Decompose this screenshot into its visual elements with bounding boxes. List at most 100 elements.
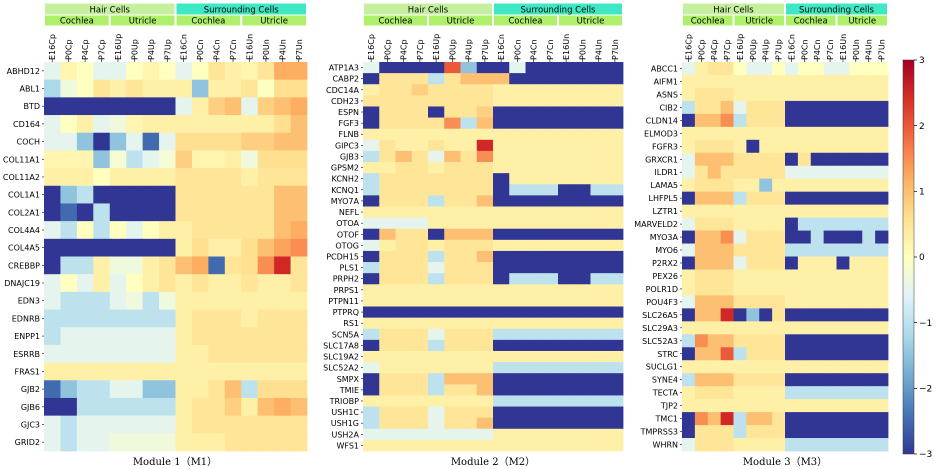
heatmap-cell: [541, 239, 559, 252]
heatmap-cell: [574, 384, 591, 396]
heatmap-cell: [142, 344, 160, 363]
heatmap-cell: [746, 204, 760, 218]
heatmap-cell: [208, 274, 226, 293]
heatmap-cell: [191, 79, 209, 98]
heatmap-cell: [823, 139, 837, 154]
heatmap-cell: [797, 412, 812, 426]
heatmap-cell: [574, 62, 591, 74]
heatmap-cell: [574, 328, 591, 341]
heatmap-cell: [175, 79, 193, 98]
heatmap-cell: [606, 350, 624, 363]
heatmap-cell: [733, 139, 747, 154]
row-label: ASNS: [656, 90, 678, 99]
heatmap-cell: [682, 74, 696, 89]
heatmap-cell: [274, 433, 291, 452]
heatmap-cell: [379, 317, 396, 330]
heatmap-cell: [257, 221, 275, 240]
heatmap-cell: [175, 344, 193, 363]
heatmap-cell: [460, 162, 478, 174]
heatmap-cell: [411, 284, 429, 296]
heatmap-cell: [733, 126, 747, 141]
heatmap-cell: [720, 373, 734, 387]
heatmap-cell: [558, 417, 575, 430]
heatmap-cell: [76, 203, 94, 222]
heatmap-cell: [363, 284, 380, 296]
heatmap-cell: [525, 395, 543, 407]
heatmap-cell: [875, 334, 889, 348]
heatmap-cell: [606, 395, 624, 407]
heatmap-cell: [558, 350, 575, 363]
heatmap-cell: [290, 362, 308, 381]
heatmap-cell: [476, 206, 494, 218]
heatmap-cell: [759, 256, 773, 270]
heatmap-cell: [797, 256, 812, 270]
heatmap-cell: [785, 217, 799, 231]
heatmap-cell: [759, 74, 773, 89]
heatmap-cell: [720, 308, 734, 322]
heatmap-cell: [379, 173, 396, 185]
heatmap-cell: [60, 415, 78, 434]
heatmap-cell: [797, 230, 812, 244]
heatmap-cell: [797, 321, 812, 335]
heatmap-cell: [875, 113, 889, 128]
heatmap-cell: [175, 380, 193, 399]
heatmap-cell: [224, 380, 242, 399]
heatmap-cell: [772, 386, 786, 400]
heatmap-cell: [875, 295, 889, 309]
heatmap-cell: [379, 306, 396, 319]
heatmap-cell: [733, 87, 747, 102]
heatmap-cell: [509, 206, 526, 218]
heatmap-cell: [772, 438, 786, 452]
heatmap-cell: [109, 238, 127, 257]
heatmap-cell: [733, 113, 747, 128]
row-label: ELMOD3: [644, 129, 678, 138]
heatmap-cell: [411, 317, 429, 330]
heatmap-cell: [525, 95, 543, 107]
heatmap-cell: [746, 425, 760, 439]
row-label: FGF3: [339, 119, 360, 128]
heatmap-cell: [363, 350, 380, 363]
heatmap-cell: [733, 152, 747, 167]
heatmap-cell: [241, 221, 259, 240]
heatmap-cell: [574, 95, 591, 107]
heatmap-cell: [541, 162, 559, 174]
heatmap-cell: [126, 397, 144, 417]
heatmap-cell: [823, 113, 837, 128]
heatmap-cell: [191, 203, 209, 222]
heatmap-cell: [93, 309, 111, 328]
heatmap-cell: [772, 256, 786, 270]
heatmap-cell: [76, 79, 94, 98]
group-bar-utricle-surrounding: [242, 15, 306, 26]
heatmap-cell: [541, 228, 559, 241]
heatmap-cell: [525, 295, 543, 307]
heatmap-cell: [444, 73, 461, 85]
heatmap-cell: [525, 262, 543, 274]
heatmap-cell: [142, 150, 160, 169]
heatmap-cell: [875, 308, 889, 322]
heatmap-cell: [694, 425, 709, 439]
heatmap-cell: [44, 79, 61, 98]
heatmap-cell: [875, 191, 889, 206]
heatmap-cell: [93, 185, 111, 204]
heatmap-cell: [682, 165, 696, 180]
heatmap-cell: [411, 173, 429, 185]
heatmap-cell: [746, 191, 760, 206]
heatmap-cell: [606, 384, 624, 396]
heatmap-cell: [862, 347, 876, 361]
heatmap-cell: [290, 221, 308, 240]
heatmap-cell: [797, 217, 812, 231]
heatmap-cell: [476, 295, 494, 307]
heatmap-cell: [862, 269, 876, 283]
group-bar-utricle-surrounding: [837, 15, 887, 26]
heatmap-cell: [493, 250, 510, 263]
heatmap-cell: [849, 308, 863, 322]
heatmap-cell: [590, 217, 608, 230]
column-label: P0Cn: [800, 39, 809, 60]
heatmap-cell: [759, 178, 773, 193]
heatmap-cell: [590, 239, 608, 252]
heatmap-cell: [224, 221, 242, 240]
heatmap-cell: [810, 113, 825, 128]
heatmap-cell: [759, 399, 773, 413]
heatmap-cell: [175, 203, 193, 222]
heatmap-cell: [411, 417, 429, 430]
